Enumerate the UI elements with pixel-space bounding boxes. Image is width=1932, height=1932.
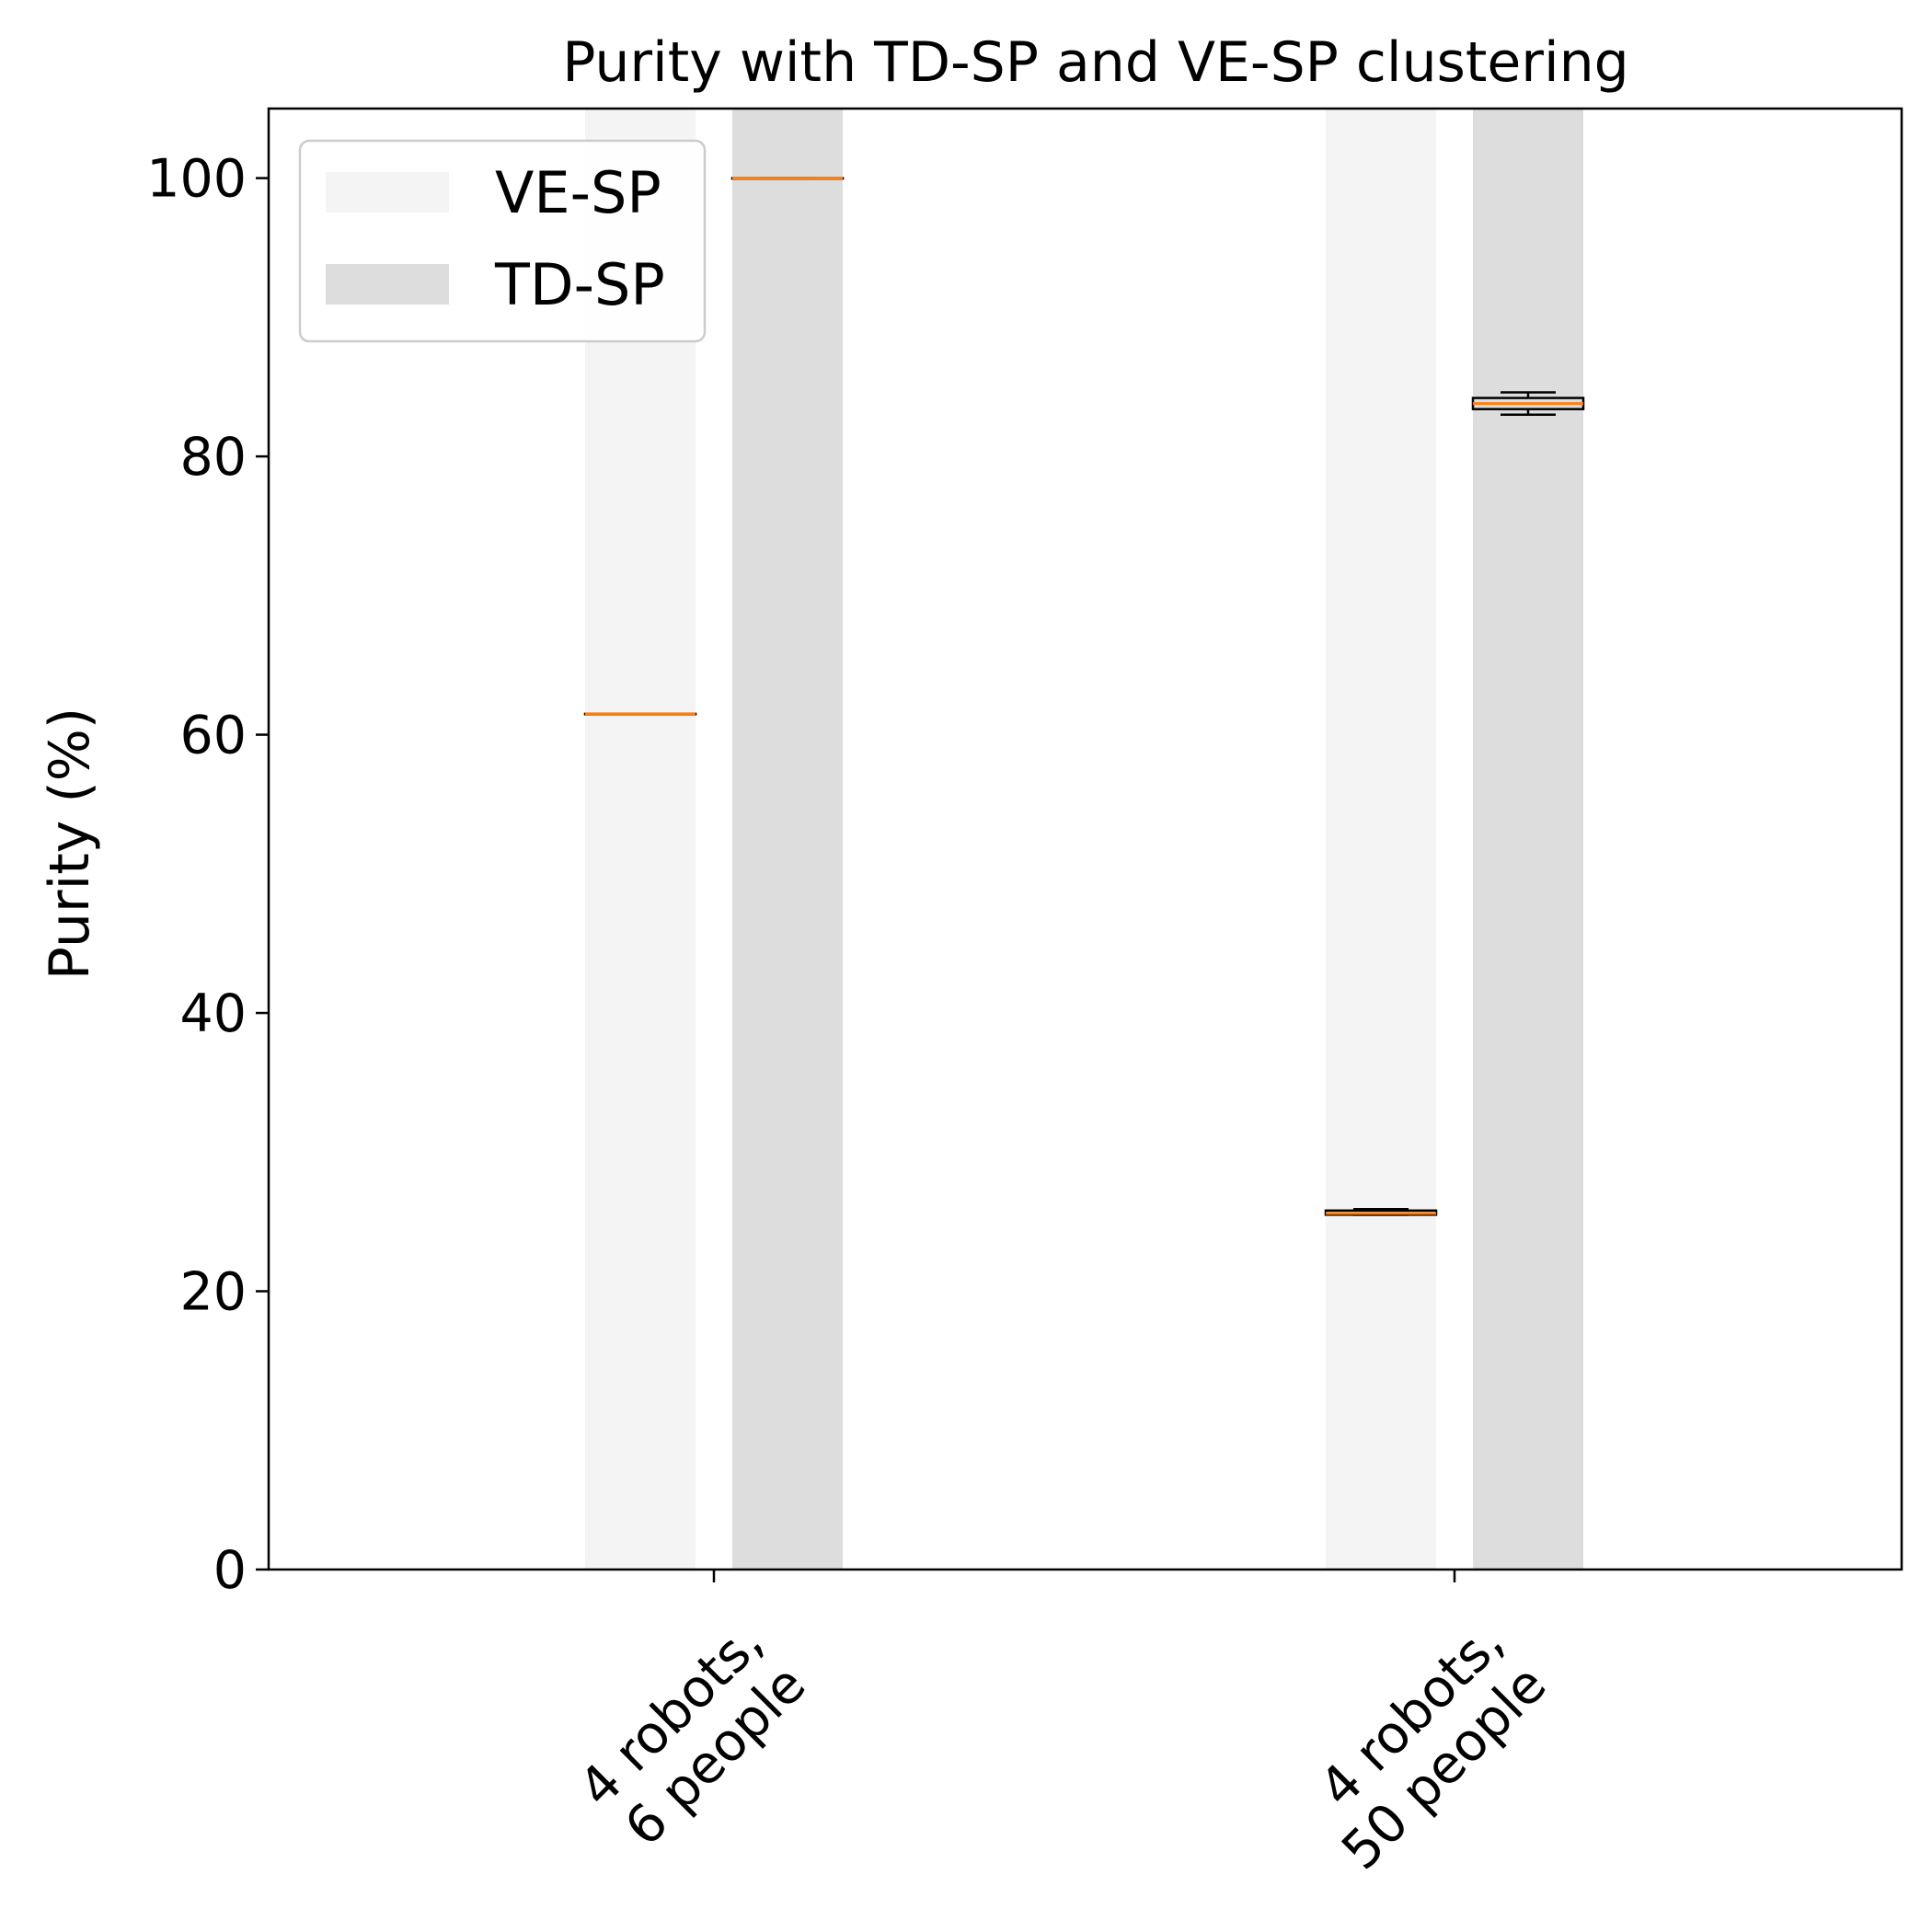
y-tick-label: 40 <box>179 983 247 1044</box>
boxes-layer <box>583 109 1585 1570</box>
legend: VE-SP TD-SP <box>298 139 707 343</box>
series-band <box>1473 109 1583 1570</box>
box-element <box>1324 1208 1438 1216</box>
y-tick-label: 60 <box>179 706 247 766</box>
legend-swatch <box>326 172 449 213</box>
legend-label: VE-SP <box>495 159 661 226</box>
y-tick-label: 80 <box>179 427 247 488</box>
box-element <box>1471 391 1585 416</box>
series-band <box>1326 109 1436 1570</box>
y-axis-label: Purity (%) <box>38 707 102 980</box>
y-tick-label: 100 <box>146 149 247 210</box>
legend-label: TD-SP <box>494 251 665 318</box>
chart-title: Purity with TD-SP and VE-SP clustering <box>562 30 1629 95</box>
y-tick-label: 0 <box>213 1540 247 1601</box>
axes-layer: 0 20 40 60 80 100 4 robots,6 people 4 robots,50… <box>146 107 1903 1881</box>
y-tick-label: 20 <box>179 1262 247 1323</box>
series-band <box>732 109 843 1570</box>
box-element <box>730 177 845 180</box>
series-band <box>585 109 696 1570</box>
box-element <box>583 712 697 716</box>
x-tick-label: 4 robots,50 people <box>1288 1611 1558 1881</box>
plot-frame <box>267 107 1903 1571</box>
legend-swatch <box>326 264 449 305</box>
x-tick-label: 4 robots,6 people <box>568 1611 818 1861</box>
